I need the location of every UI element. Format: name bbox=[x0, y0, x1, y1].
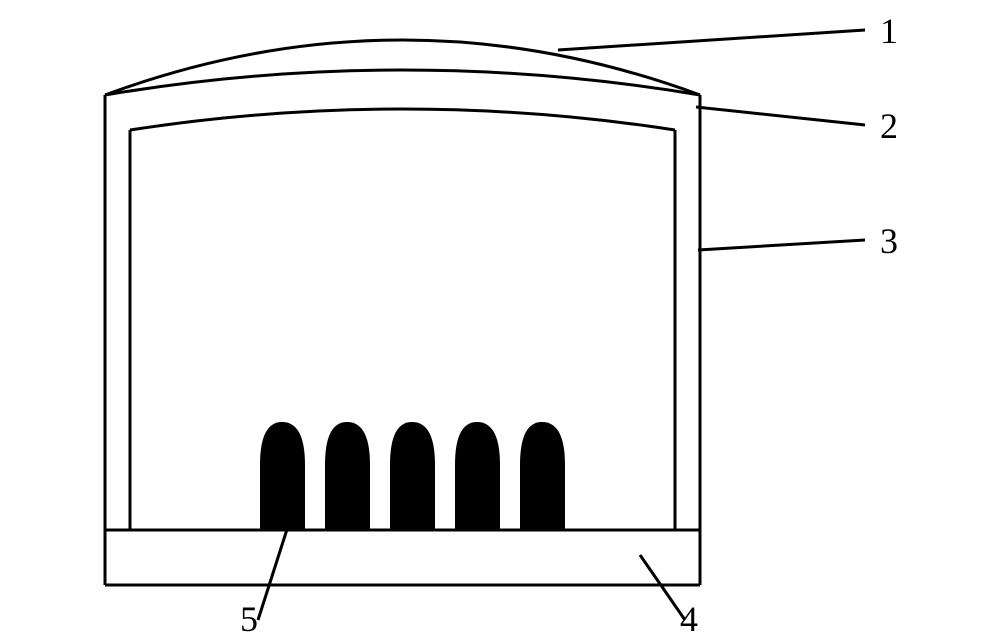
label-5: 5 bbox=[240, 598, 258, 640]
leader-1 bbox=[558, 30, 865, 50]
label-2: 2 bbox=[880, 105, 898, 147]
bump-1 bbox=[260, 422, 305, 530]
leader-4 bbox=[640, 555, 685, 620]
leader-3 bbox=[698, 240, 865, 250]
bump-2 bbox=[325, 422, 370, 530]
label-4: 4 bbox=[680, 598, 698, 640]
leader-2 bbox=[696, 107, 865, 125]
bump-4 bbox=[455, 422, 500, 530]
bump-5 bbox=[520, 422, 565, 530]
label-1: 1 bbox=[880, 10, 898, 52]
bump-3 bbox=[390, 422, 435, 530]
bumps-group bbox=[260, 422, 565, 530]
leader-5 bbox=[258, 520, 290, 620]
label-3: 3 bbox=[880, 220, 898, 262]
lid-arcs bbox=[105, 40, 700, 130]
